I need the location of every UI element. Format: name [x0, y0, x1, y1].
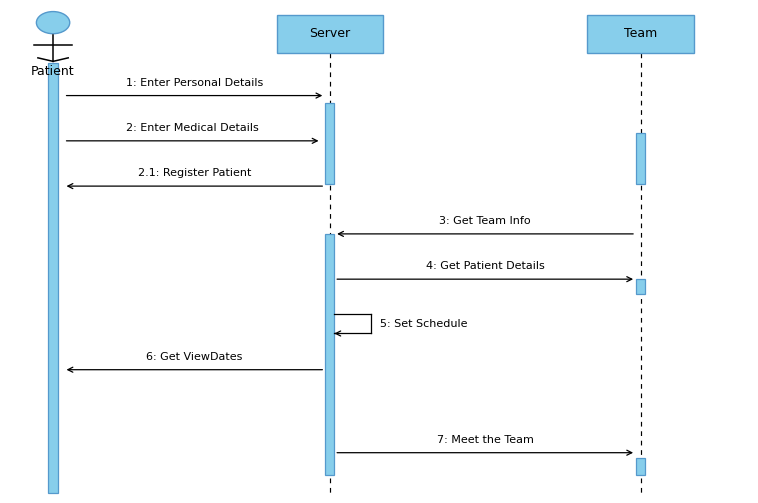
Text: 4: Get Patient Details: 4: Get Patient Details	[426, 261, 544, 271]
Text: 2.1: Register Patient: 2.1: Register Patient	[138, 168, 251, 178]
Bar	[325, 234, 334, 475]
Bar	[587, 15, 694, 53]
Text: 2: Enter Medical Details: 2: Enter Medical Details	[126, 123, 259, 133]
Bar	[636, 133, 645, 184]
Bar	[636, 279, 645, 294]
Circle shape	[36, 12, 70, 34]
Text: 3: Get Team Info: 3: Get Team Info	[440, 216, 531, 226]
Bar	[636, 458, 645, 475]
Text: 7: Meet the Team: 7: Meet the Team	[437, 435, 534, 445]
Bar	[325, 103, 334, 184]
Text: Server: Server	[309, 28, 350, 40]
Text: Team: Team	[624, 28, 657, 40]
Bar	[277, 15, 383, 53]
Bar	[48, 63, 58, 493]
Text: Patient: Patient	[31, 65, 75, 78]
Text: 6: Get ViewDates: 6: Get ViewDates	[146, 352, 243, 362]
Text: 5: Set Schedule: 5: Set Schedule	[380, 319, 467, 329]
Text: 1: Enter Personal Details: 1: Enter Personal Details	[126, 77, 263, 88]
